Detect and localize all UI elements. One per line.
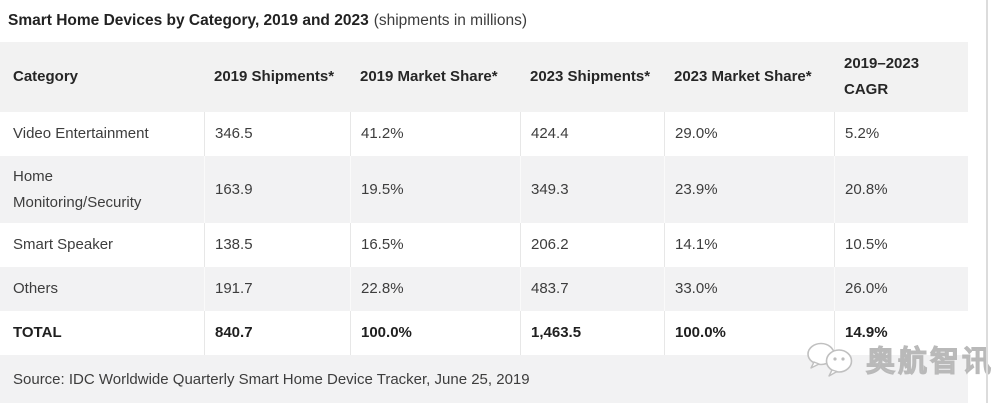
value-cell: 20.8% <box>834 156 968 223</box>
category-cell: Home Monitoring/Security <box>13 167 142 211</box>
value-cell: 33.0% <box>664 267 834 311</box>
right-edge-divider <box>986 0 988 403</box>
value-cell: 346.5 <box>204 112 350 156</box>
header-cell-2019-market-share: 2019 Market Share* <box>360 68 498 85</box>
data-table: Category 2019 Shipments* 2019 Market Sha… <box>0 42 968 355</box>
source-note: Source: IDC Worldwide Quarterly Smart Ho… <box>0 355 968 403</box>
value-cell: 10.5% <box>834 223 968 267</box>
table-row-home-monitoring-security: Home Monitoring/Security 163.9 19.5% 349… <box>0 156 968 223</box>
value-cell: 5.2% <box>834 112 968 156</box>
value-cell: 29.0% <box>664 112 834 156</box>
header-cell-2019-shipments: 2019 Shipments* <box>214 68 335 85</box>
total-value-cell: 14.9% <box>834 311 968 355</box>
table-header-row: Category 2019 Shipments* 2019 Market Sha… <box>0 42 968 112</box>
table-title-bar: Smart Home Devices by Category, 2019 and… <box>0 0 992 42</box>
value-cell: 138.5 <box>204 223 350 267</box>
header-cell-category: Category <box>13 68 79 85</box>
header-cell-2023-shipments: 2023 Shipments* <box>530 68 651 85</box>
value-cell: 349.3 <box>520 156 664 223</box>
value-cell: 191.7 <box>204 267 350 311</box>
category-cell: Video Entertainment <box>13 125 149 142</box>
table-row-others: Others 191.7 22.8% 483.7 33.0% 26.0% <box>0 267 968 311</box>
table-row-total: TOTAL 840.7 100.0% 1,463.5 100.0% 14.9% <box>0 311 968 355</box>
total-value-cell: 100.0% <box>350 311 520 355</box>
value-cell: 483.7 <box>520 267 664 311</box>
value-cell: 14.1% <box>664 223 834 267</box>
total-value-cell: 1,463.5 <box>520 311 664 355</box>
value-cell: 16.5% <box>350 223 520 267</box>
value-cell: 206.2 <box>520 223 664 267</box>
page-subtitle: (shipments in millions) <box>373 12 528 29</box>
value-cell: 23.9% <box>664 156 834 223</box>
table-row-smart-speaker: Smart Speaker 138.5 16.5% 206.2 14.1% 10… <box>0 223 968 267</box>
value-cell: 163.9 <box>204 156 350 223</box>
total-value-cell: 840.7 <box>204 311 350 355</box>
header-cell-2023-market-share: 2023 Market Share* <box>674 68 812 85</box>
value-cell: 424.4 <box>520 112 664 156</box>
page-title: Smart Home Devices by Category, 2019 and… <box>8 12 369 29</box>
total-value-cell: 100.0% <box>664 311 834 355</box>
value-cell: 22.8% <box>350 267 520 311</box>
category-cell: Others <box>13 280 59 297</box>
header-cell-cagr: 2019–2023 CAGR <box>844 55 920 98</box>
category-cell: Smart Speaker <box>13 236 114 253</box>
total-label-cell: TOTAL <box>13 324 62 341</box>
value-cell: 41.2% <box>350 112 520 156</box>
table-row-video-entertainment: Video Entertainment 346.5 41.2% 424.4 29… <box>0 112 968 156</box>
value-cell: 19.5% <box>350 156 520 223</box>
value-cell: 26.0% <box>834 267 968 311</box>
